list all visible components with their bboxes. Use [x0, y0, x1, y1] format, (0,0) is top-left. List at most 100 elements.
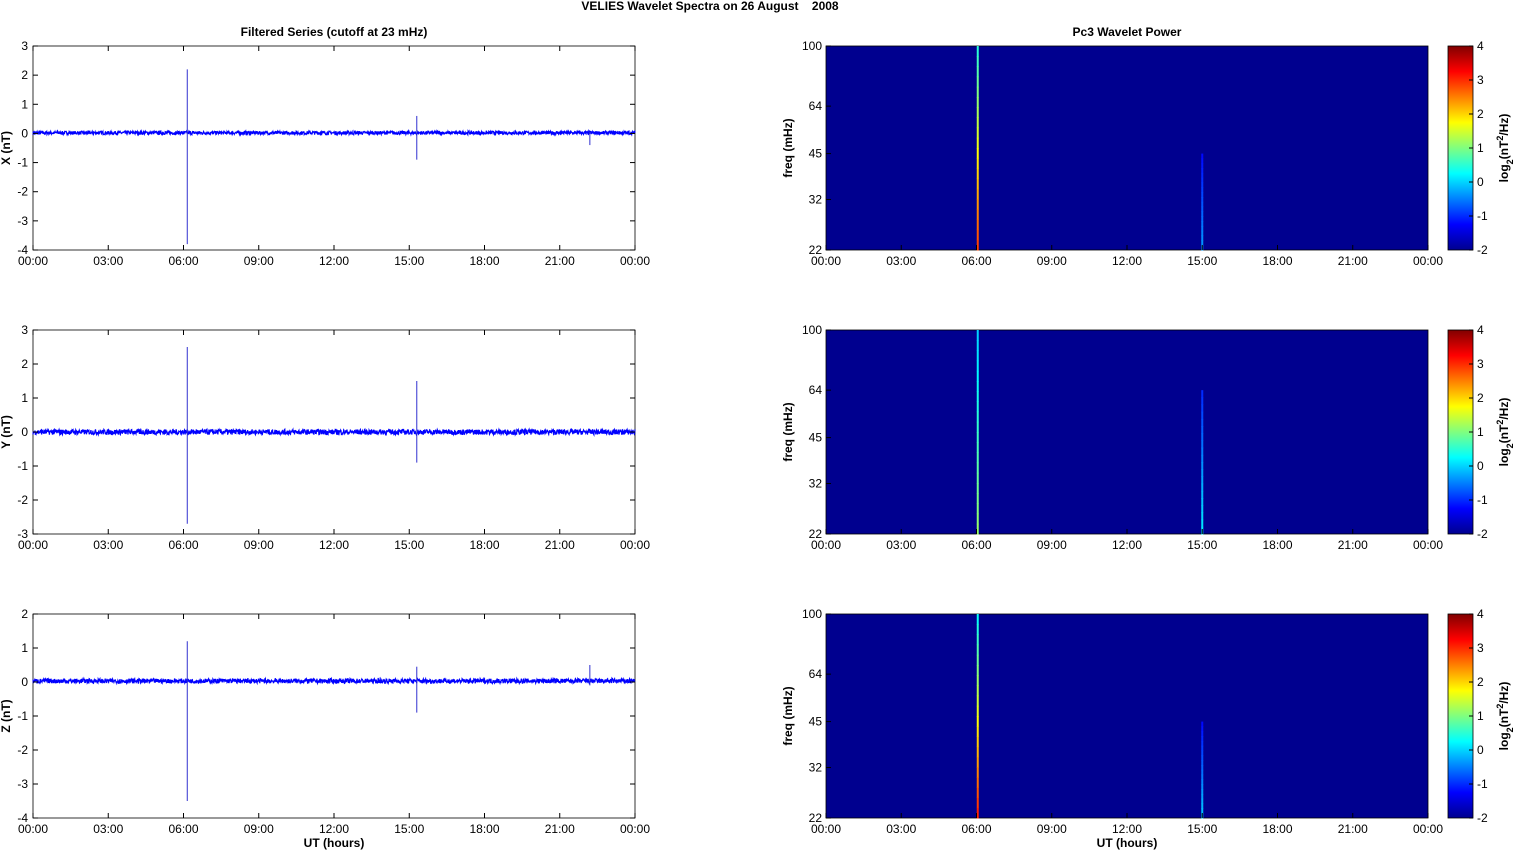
left-xlabel: UT (hours) — [304, 836, 365, 850]
power-streak-segment — [1201, 808, 1204, 814]
series-line-x — [32, 128, 636, 137]
colorbar-tick-label: 4 — [1477, 323, 1484, 337]
power-streak-segment — [976, 432, 979, 443]
x-tick-label: 09:00 — [1037, 254, 1067, 268]
y-axis-label: freq (mHz) — [781, 118, 795, 177]
power-streak-segment — [1201, 512, 1204, 521]
x-tick-label: 09:00 — [244, 822, 274, 836]
power-streak-segment — [976, 350, 979, 362]
power-streak-segment — [976, 644, 979, 656]
power-streak-segment — [1201, 196, 1204, 203]
power-streak-segment — [976, 199, 979, 210]
y-tick-label: 64 — [809, 667, 823, 681]
power-streak-segment — [1201, 440, 1204, 449]
y-tick-label: 64 — [809, 383, 823, 397]
power-streak-segment — [976, 736, 979, 748]
colorbar-tick-label: 2 — [1477, 391, 1484, 405]
x-tick-label: 15:00 — [394, 822, 424, 836]
x-tick-label: 18:00 — [469, 538, 499, 552]
x-tick-label: 18:00 — [1262, 254, 1292, 268]
timeseries-panel-z: 210-1-2-3-400:00 03:00 06:00 09:00 12:00 15:0… — [0, 607, 650, 836]
power-streak-segment — [976, 493, 979, 504]
x-tick-label: 03:00 — [93, 822, 123, 836]
figure-title: VELIES Wavelet Spectra on 26 August 2008 — [581, 0, 839, 13]
superscript: 2 — [1495, 420, 1505, 425]
colorbar-tick-label: 0 — [1477, 743, 1484, 757]
x-tick-label: 03:00 — [886, 538, 916, 552]
y-tick-label: 22 — [809, 243, 823, 257]
power-streak-segment — [976, 787, 979, 799]
y-tick-label: -1 — [17, 156, 28, 170]
power-streak-segment — [1201, 789, 1204, 795]
power-streak-segment — [1201, 779, 1204, 785]
power-streak-segment — [1201, 764, 1204, 771]
power-streak-segment — [976, 665, 979, 676]
x-tick-label: 06:00 — [168, 538, 198, 552]
power-streak-segment — [976, 472, 979, 484]
power-streak-segment — [1201, 192, 1204, 198]
x-tick-label: 12:00 — [319, 538, 349, 552]
y-tick-label: 100 — [802, 39, 822, 53]
colorbar-tick-label: 3 — [1477, 73, 1484, 87]
y-tick-label: 32 — [809, 477, 823, 491]
x-tick-label: 00:00 — [620, 538, 650, 552]
y-tick-label: 22 — [809, 527, 823, 541]
power-streak-segment — [1201, 726, 1204, 732]
colorbar-tick-label: -1 — [1477, 777, 1488, 791]
power-streak-segment — [1201, 433, 1204, 441]
power-streak-segment — [976, 807, 979, 819]
x-tick-label: 09:00 — [1037, 822, 1067, 836]
right-xlabel: UT (hours) — [1097, 836, 1158, 850]
x-tick-label: 18:00 — [469, 254, 499, 268]
power-streak-segment — [976, 614, 979, 625]
power-streak-segment — [1201, 483, 1204, 492]
power-streak-segment — [976, 360, 979, 372]
y-tick-label: -4 — [17, 811, 28, 825]
colorbar-tick-label: -1 — [1477, 209, 1488, 223]
colorbar-tick-label: 1 — [1477, 425, 1484, 439]
y-tick-label: 1 — [21, 641, 28, 655]
power-streak-segment — [976, 209, 979, 220]
y-tick-label: 3 — [21, 39, 28, 53]
y-tick-label: 100 — [802, 323, 822, 337]
power-streak-segment — [976, 767, 979, 778]
power-streak-segment — [976, 148, 979, 159]
y-axis-label: Y (nT) — [0, 415, 13, 449]
y-tick-label: 0 — [21, 425, 28, 439]
x-tick-label: 00:00 — [811, 822, 841, 836]
power-streak-segment — [976, 726, 979, 737]
y-tick-label: 2 — [21, 607, 28, 621]
power-streak-segment — [976, 158, 979, 169]
x-tick-label: 12:00 — [319, 254, 349, 268]
power-streak-segment — [976, 756, 979, 768]
y-tick-label: 32 — [809, 193, 823, 207]
power-streak-segment — [1201, 225, 1204, 232]
y-tick-label: 100 — [802, 607, 822, 621]
label-part: (nT — [1497, 424, 1511, 443]
power-streak-segment — [1201, 798, 1204, 805]
x-tick-label: 00:00 — [620, 254, 650, 268]
power-streak-segment — [1201, 505, 1204, 513]
subscript: 2 — [1505, 727, 1515, 732]
power-streak-segment — [1201, 235, 1204, 241]
y-tick-label: 0 — [21, 675, 28, 689]
power-streak-segment — [976, 66, 979, 78]
power-streak-segment — [976, 178, 979, 190]
power-streak-segment — [976, 411, 979, 423]
x-tick-label: 18:00 — [469, 822, 499, 836]
power-streak-segment — [976, 654, 979, 666]
power-streak-segment — [1201, 740, 1204, 747]
power-streak-segment — [1201, 721, 1204, 727]
y-tick-label: -3 — [17, 527, 28, 541]
power-streak-segment — [976, 777, 979, 788]
colorbar-tick-label: 2 — [1477, 675, 1484, 689]
power-streak-segment — [976, 483, 979, 494]
power-streak-segment — [1201, 755, 1204, 761]
power-streak-segment — [976, 695, 979, 707]
power-streak-segment — [976, 462, 979, 474]
x-tick-label: 09:00 — [244, 538, 274, 552]
x-tick-label: 06:00 — [168, 254, 198, 268]
